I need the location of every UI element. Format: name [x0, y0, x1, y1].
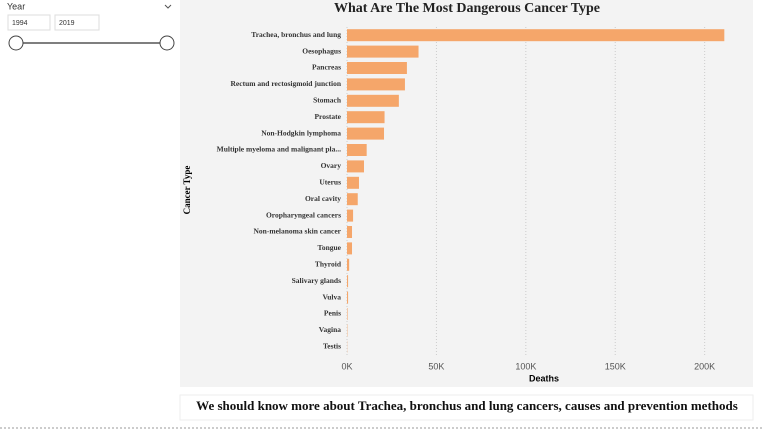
bar [347, 94, 399, 107]
footer-text: We should know more about Trachea, bronc… [196, 398, 738, 413]
y-tick-label: Trachea, bronchus and lung [251, 30, 341, 39]
to-input[interactable] [54, 14, 100, 31]
slicer-chevron[interactable] [164, 4, 172, 9]
to-value: 2019 [59, 20, 75, 27]
y-tick-label: Pancreas [312, 63, 341, 72]
bar [347, 29, 725, 42]
bar [347, 62, 407, 74]
bar [347, 193, 358, 206]
bar [347, 258, 350, 271]
x-tick-label: 0K [341, 361, 352, 371]
x-tick-label: 50K [428, 361, 444, 371]
from-value: 1994 [12, 20, 28, 27]
x-tick-label: 200K [694, 361, 715, 371]
y-tick-label: Uterus [319, 178, 341, 187]
y-tick-label: Oral cavity [305, 194, 341, 203]
y-tick-label: Non-melanoma skin cancer [254, 227, 342, 236]
bar [347, 176, 359, 189]
footer-panel [179, 394, 754, 421]
y-tick-label: Thyroid [315, 260, 342, 269]
slider-handle[interactable] [159, 35, 175, 51]
y-tick-label: Testis [323, 342, 341, 351]
y-axis-label: Cancer Type [182, 166, 192, 215]
bar [347, 308, 348, 320]
bar [347, 160, 364, 173]
x-tick-label: 150K [605, 361, 626, 371]
slider-handle[interactable] [8, 35, 24, 51]
y-tick-label: Salivary glands [292, 276, 341, 285]
y-tick-label: Multiple myeloma and malignant pla... [217, 145, 342, 154]
y-tick-label: Prostate [314, 112, 341, 121]
y-tick-label: Rectum and rectosigmoid junction [231, 79, 342, 88]
x-axis-label: Deaths [529, 373, 559, 383]
y-tick-label: Stomach [313, 96, 342, 105]
bar [347, 78, 405, 91]
bar [347, 45, 419, 58]
y-tick-label: Tongue [318, 243, 342, 252]
bar [347, 275, 349, 288]
y-tick-label: Oropharyngeal cancers [266, 210, 341, 219]
bar [347, 144, 367, 156]
chart-title: What Are The Most Dangerous Cancer Type [334, 1, 600, 16]
y-tick-label: Penis [324, 309, 341, 318]
bar [347, 127, 385, 140]
y-tick-label: Ovary [321, 161, 342, 170]
x-tick-label: 100K [515, 361, 536, 371]
bar [347, 111, 385, 124]
y-tick-label: Non-Hodgkin lymphoma [261, 128, 341, 137]
chart-panel [180, 0, 753, 387]
from-input[interactable] [7, 14, 51, 31]
bar [347, 242, 353, 255]
bar [347, 226, 353, 238]
y-tick-label: Oesophagus [302, 46, 341, 55]
bar [347, 291, 349, 304]
bar [347, 209, 354, 222]
y-tick-label: Vagina [319, 325, 341, 334]
y-tick-label: Vulva [323, 292, 342, 301]
slicer-title: Year [7, 1, 25, 11]
